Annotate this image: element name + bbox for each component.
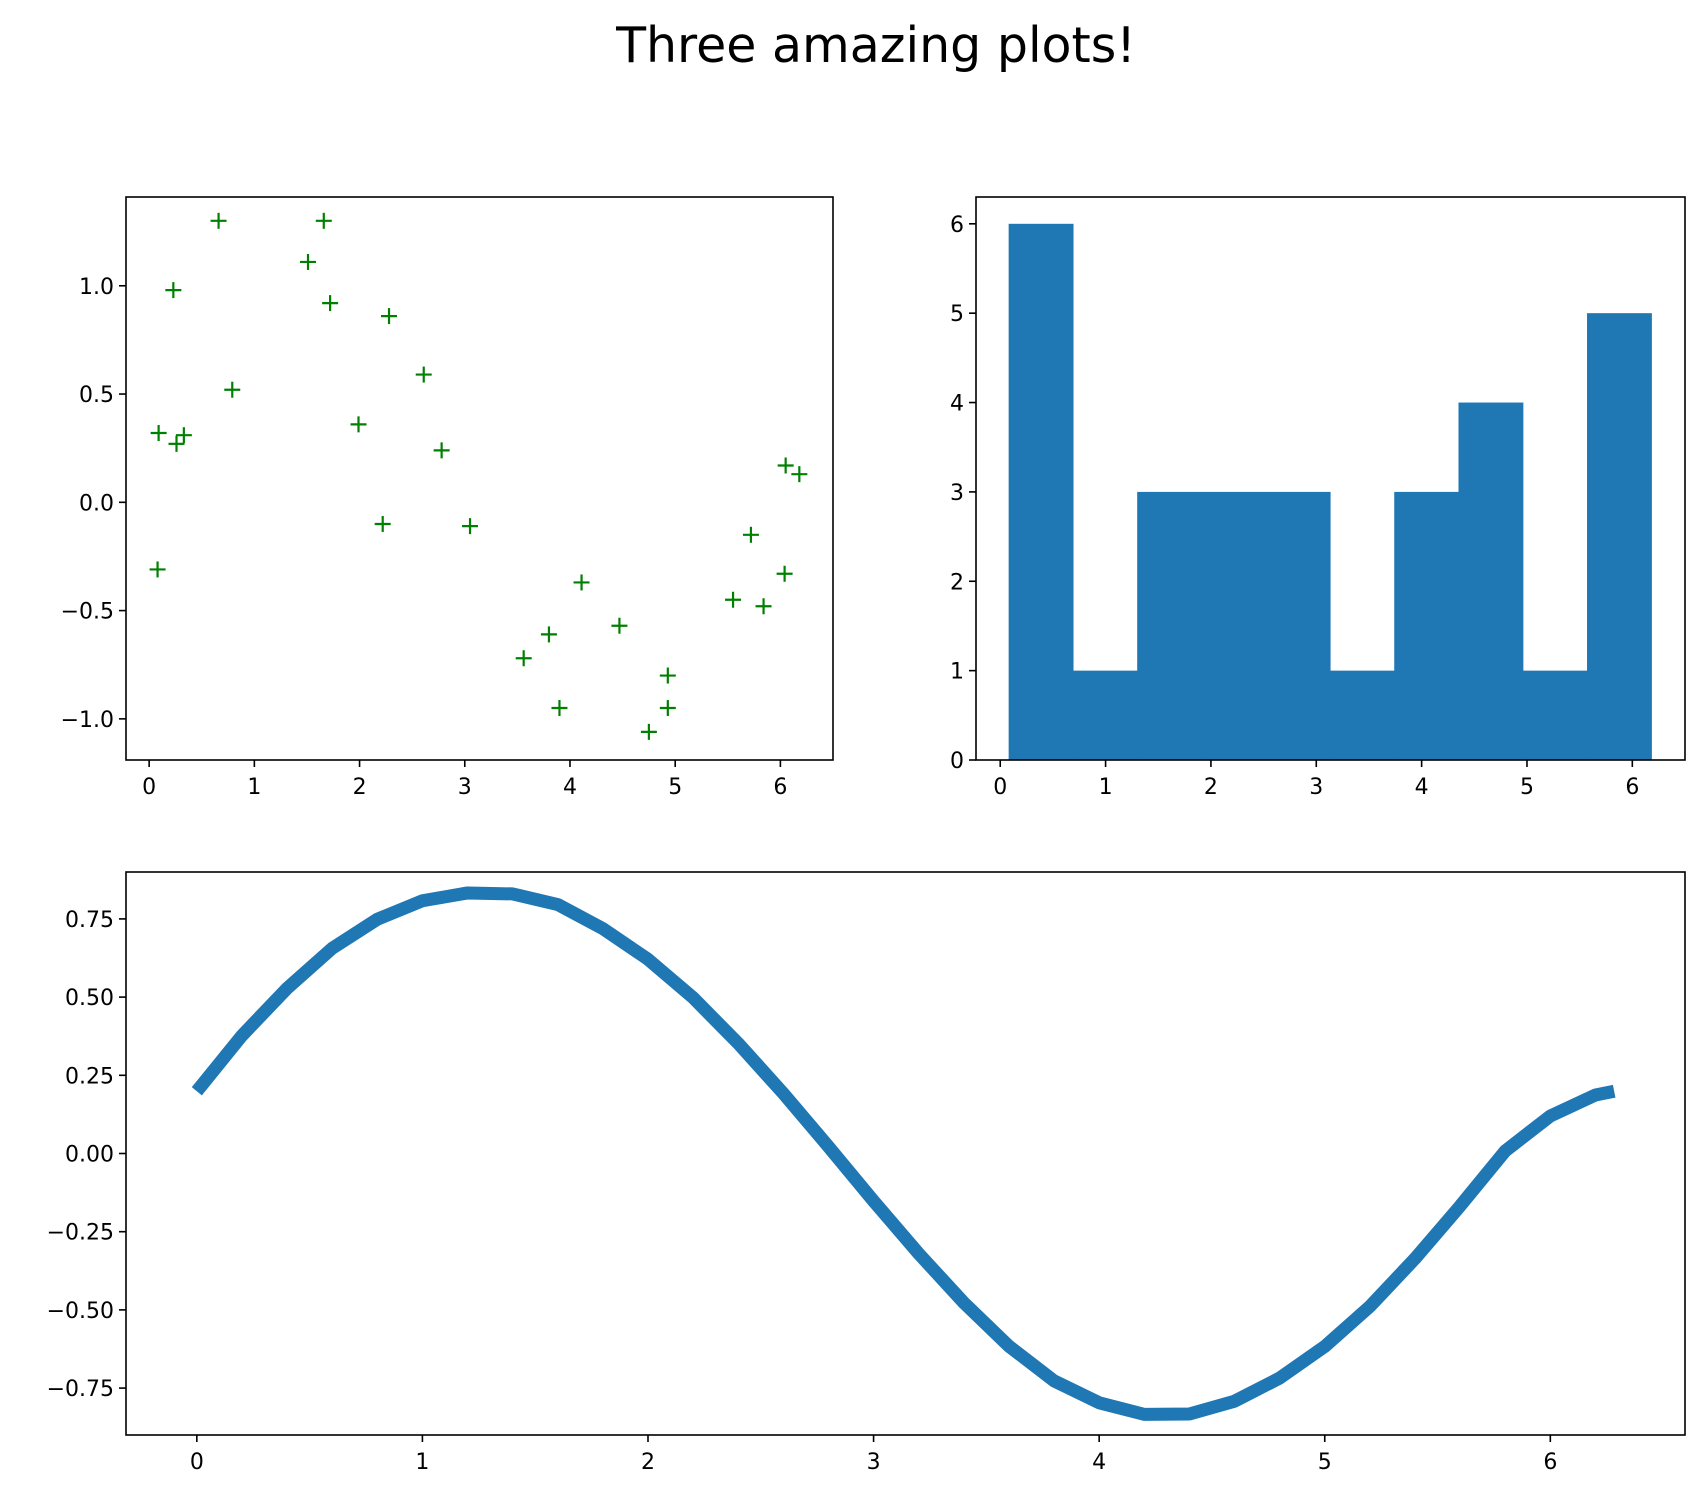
x-tick-label: 2 — [641, 1450, 655, 1475]
x-tick-label: 3 — [458, 775, 472, 800]
histogram-bar — [1587, 313, 1652, 760]
scatter-point — [175, 427, 192, 444]
line-y-axis: −0.75 −0.50 −0.25 0.00 0.25 0.50 0.75 — [47, 908, 126, 1402]
x-tick-label: 4 — [1092, 1450, 1106, 1475]
x-tick-label: 2 — [1204, 775, 1218, 800]
y-tick-label: −0.50 — [47, 1299, 114, 1324]
y-tick-label: 0.0 — [79, 491, 114, 516]
scatter-point — [725, 591, 742, 608]
scatter-point — [573, 574, 590, 591]
scatter-point — [462, 518, 479, 535]
line-frame — [125, 871, 1686, 1436]
x-tick-label: 2 — [353, 775, 367, 800]
x-tick-label: 5 — [1318, 1450, 1332, 1475]
scatter-point — [791, 466, 808, 483]
scatter-point — [210, 212, 227, 229]
scatter-point — [755, 598, 772, 615]
histogram-bar — [1072, 670, 1138, 760]
scatter-point — [168, 435, 185, 452]
scatter-point — [300, 253, 317, 270]
histogram-bar — [1137, 491, 1203, 760]
histogram-y-axis: 0 1 2 3 4 5 6 — [950, 213, 976, 774]
line-axes: 0 1 2 3 4 5 6 −0.75 −0.50 −0.25 0.00 0.25 0.50 0.75 — [47, 871, 1686, 1475]
y-tick-label: −0.5 — [61, 600, 114, 625]
scatter-point — [374, 515, 391, 532]
scatter-point — [381, 308, 398, 325]
x-tick-label: 0 — [190, 1450, 204, 1475]
histogram-axes: 0 1 2 3 4 5 6 0 1 2 3 4 5 6 — [950, 196, 1686, 800]
x-tick-label: 0 — [142, 775, 156, 800]
scatter-axes: 0 1 2 3 4 5 6 −1.0 −0.5 0.0 0.5 1.0 — [61, 196, 834, 800]
figure-title: Three amazing plots! — [615, 17, 1136, 74]
scatter-point — [224, 381, 241, 398]
x-tick-label: 1 — [247, 775, 261, 800]
x-tick-label: 6 — [773, 775, 787, 800]
x-tick-label: 4 — [1415, 775, 1429, 800]
y-tick-label: 2 — [950, 570, 964, 595]
sine-line — [191, 886, 1616, 1421]
histogram-bar — [1329, 670, 1395, 760]
x-tick-label: 4 — [563, 775, 577, 800]
histogram-bars — [1008, 223, 1652, 761]
histogram-bar — [1201, 491, 1267, 760]
y-tick-label: 0 — [950, 749, 964, 774]
y-tick-label: 1 — [950, 660, 964, 685]
histogram-bar — [1265, 491, 1331, 760]
y-tick-label: 4 — [950, 392, 964, 417]
line-x-axis: 0 1 2 3 4 5 6 — [190, 1435, 1557, 1475]
scatter-point — [150, 425, 167, 442]
y-tick-label: 3 — [950, 481, 964, 506]
x-tick-label: 3 — [1309, 775, 1323, 800]
x-tick-label: 5 — [668, 775, 682, 800]
scatter-point — [777, 457, 794, 474]
x-tick-label: 6 — [1625, 775, 1639, 800]
histogram-bar — [1522, 670, 1588, 760]
histogram-x-axis: 0 1 2 3 4 5 6 — [993, 760, 1639, 800]
x-tick-label: 5 — [1520, 775, 1534, 800]
scatter-point — [149, 561, 166, 578]
scatter-point — [551, 700, 568, 717]
scatter-point — [640, 723, 657, 740]
y-tick-label: 0.00 — [65, 1143, 114, 1168]
scatter-point — [415, 366, 432, 383]
scatter-point — [433, 442, 450, 459]
scatter-point — [611, 617, 628, 634]
scatter-point — [659, 667, 676, 684]
scatter-x-axis: 0 1 2 3 4 5 6 — [142, 760, 787, 800]
scatter-point — [540, 626, 557, 643]
histogram-bar — [1008, 223, 1074, 761]
scatter-frame — [125, 196, 834, 761]
scatter-point — [776, 565, 793, 582]
scatter-y-axis: −1.0 −0.5 0.0 0.5 1.0 — [61, 275, 126, 733]
histogram-frame — [975, 196, 1686, 761]
y-tick-label: 6 — [950, 213, 964, 238]
x-tick-label: 6 — [1543, 1450, 1557, 1475]
x-tick-label: 1 — [1099, 775, 1113, 800]
y-tick-label: −0.75 — [47, 1377, 114, 1402]
scatter-point — [515, 650, 532, 667]
scatter-point — [165, 282, 182, 299]
scatter-point — [659, 700, 676, 717]
x-tick-label: 0 — [993, 775, 1007, 800]
scatter-point — [742, 526, 759, 543]
y-tick-label: 0.50 — [65, 986, 114, 1011]
x-tick-label: 1 — [415, 1450, 429, 1475]
histogram-bar — [1394, 491, 1460, 760]
scatter-point — [322, 295, 339, 312]
y-tick-label: −0.25 — [47, 1221, 114, 1246]
y-tick-label: −1.0 — [61, 708, 114, 733]
y-tick-label: 0.5 — [79, 383, 114, 408]
line-series — [191, 886, 1616, 1421]
scatter-point — [315, 212, 332, 229]
y-tick-label: 0.75 — [65, 908, 114, 933]
scatter-points — [149, 212, 808, 740]
y-tick-label: 1.0 — [79, 275, 114, 300]
y-tick-label: 5 — [950, 302, 964, 327]
scatter-point — [350, 416, 367, 433]
x-tick-label: 3 — [867, 1450, 881, 1475]
histogram-bar — [1458, 402, 1524, 760]
y-tick-label: 0.25 — [65, 1064, 114, 1089]
